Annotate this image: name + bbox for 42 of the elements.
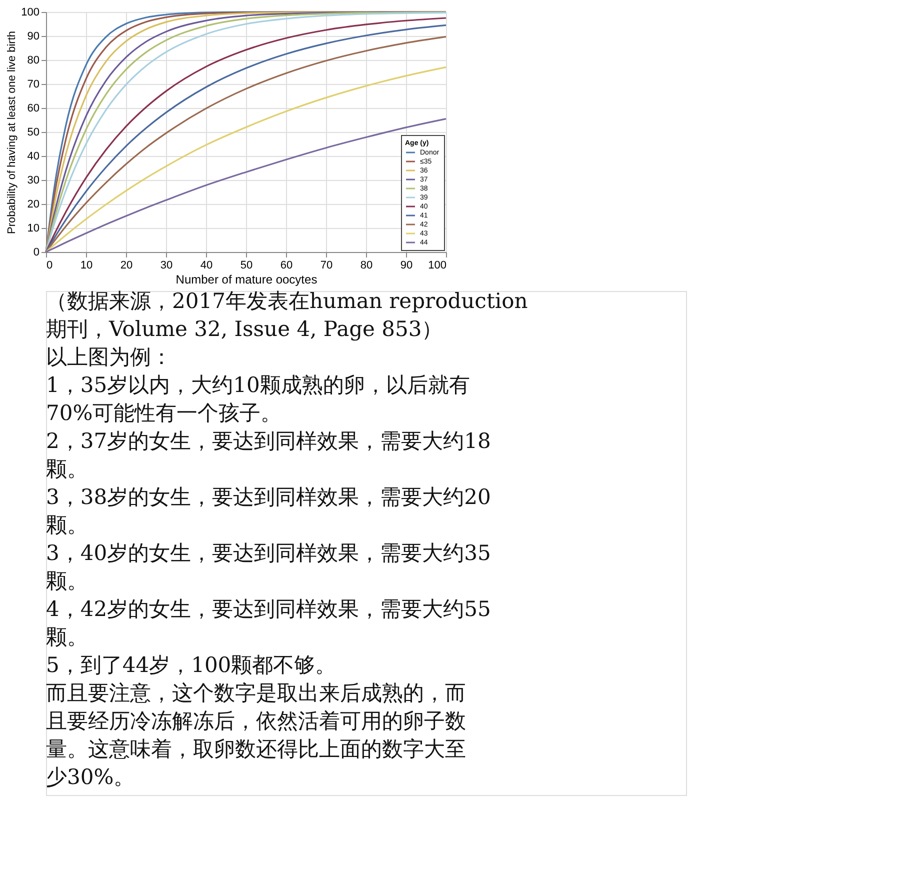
- x-tick-label: 60: [280, 260, 293, 272]
- text: （数据来源，2017年发表在human reproduction: [46, 289, 528, 313]
- x-tick-label: 90: [400, 260, 413, 272]
- text: 5，到了44岁，100颗都不够。: [46, 653, 336, 677]
- text: 1，35岁以内，大约10颗成熟的卵，以后就有: [46, 373, 470, 397]
- x-tick-label: 20: [120, 260, 133, 272]
- text: 量。这意味着，取卵数还得比上面的数字大至: [46, 737, 466, 761]
- y-tick-label: 90: [27, 30, 40, 42]
- y-tick-label: 80: [27, 54, 40, 66]
- y-tick-label: 50: [27, 126, 40, 138]
- text: 4，42岁的女生，要达到同样效果，需要大约55: [46, 597, 491, 621]
- text: 3，38岁的女生，要达到同样效果，需要大约20: [46, 485, 491, 509]
- y-tick-label: 70: [27, 78, 40, 90]
- x-tick-label: 30: [160, 260, 173, 272]
- y-tick-label: 0: [33, 246, 40, 258]
- text: 颗。: [46, 569, 88, 593]
- y-tick-label: 20: [27, 198, 40, 210]
- x-tick-label: 100: [428, 260, 446, 272]
- y-tick-label: 30: [27, 174, 40, 186]
- text: 颗。: [46, 513, 88, 537]
- y-tick-label: 40: [27, 150, 40, 162]
- x-tick-label: 80: [360, 260, 373, 272]
- x-tick-label: 70: [320, 260, 333, 272]
- x-tick-label: 0: [46, 260, 53, 272]
- text: 颗。: [46, 625, 88, 649]
- y-axis-title: Probability of having at least one live birth: [6, 30, 18, 234]
- x-tick-label: 10: [80, 260, 93, 272]
- y-tick-label: 10: [27, 222, 40, 234]
- text: 70%可能性有一个孩子。: [46, 401, 282, 425]
- text: 2，37岁的女生，要达到同样效果，需要大约18: [46, 429, 491, 453]
- y-tick-label: 60: [27, 102, 40, 114]
- text: 且要经历冷冻解冻后，依然活着可用的卵子数: [46, 709, 466, 733]
- text: 期刊，Volume 32, Issue 4, Page 853）: [46, 317, 443, 341]
- text: 以上图为例：: [46, 345, 172, 369]
- y-tick-label: 100: [21, 6, 40, 18]
- text: 3，40岁的女生，要达到同样效果，需要大约35: [46, 541, 491, 565]
- x-tick-label: 50: [240, 260, 253, 272]
- text: 少30%。: [46, 765, 135, 789]
- text: 颗。: [46, 457, 88, 481]
- x-axis-title: Number of mature oocytes: [176, 272, 318, 286]
- text: 而且要注意，这个数字是取出来后成熟的，而: [46, 681, 466, 705]
- x-tick-label: 40: [200, 260, 213, 272]
